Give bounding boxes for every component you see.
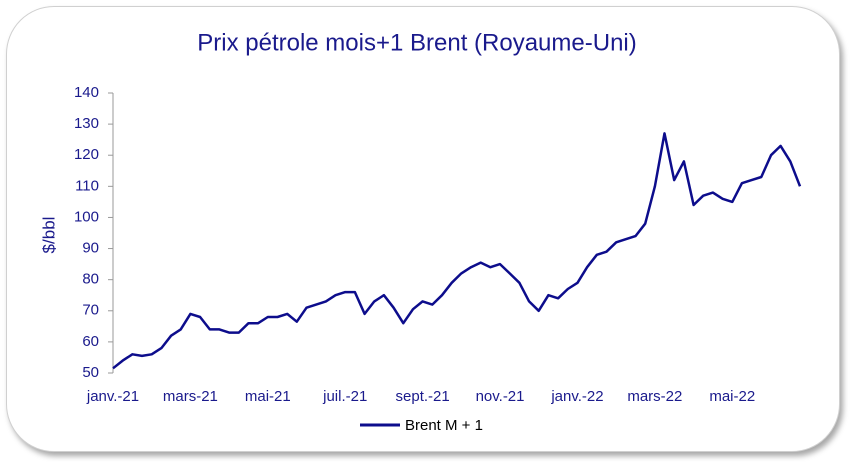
x-tick-label: nov.-21 — [476, 388, 525, 405]
chart-title: Prix pétrole mois+1 Brent (Royaume-Uni) — [197, 29, 637, 56]
y-tick-label: 120 — [74, 146, 99, 163]
x-tick-label: sept.-21 — [396, 388, 450, 405]
y-tick-label: 60 — [82, 333, 99, 350]
y-tick-label: 100 — [74, 208, 99, 225]
y-tick-label: 130 — [74, 115, 99, 132]
x-tick-label: mars-21 — [163, 388, 218, 405]
x-tick-label: mai-21 — [245, 388, 291, 405]
x-tick-label: mai-22 — [709, 388, 755, 405]
data-line — [112, 132, 802, 370]
y-tick-label: 90 — [82, 240, 99, 257]
x-tick-label: janv.-22 — [550, 388, 603, 405]
y-tick-label: 110 — [75, 177, 99, 194]
x-tick-label: mars-22 — [627, 388, 682, 405]
y-tick-label: 50 — [82, 364, 99, 381]
chart-frame — [6, 6, 840, 452]
y-tick-label: 80 — [82, 271, 99, 288]
x-tick-label: janv.-21 — [86, 388, 139, 405]
y-axis-label: $/bbl — [39, 217, 58, 254]
legend-label: Brent M + 1 — [405, 417, 483, 434]
y-tick-label: 140 — [74, 84, 99, 101]
x-tick-label: juil.-21 — [322, 388, 367, 405]
y-tick-label: 70 — [82, 302, 99, 319]
